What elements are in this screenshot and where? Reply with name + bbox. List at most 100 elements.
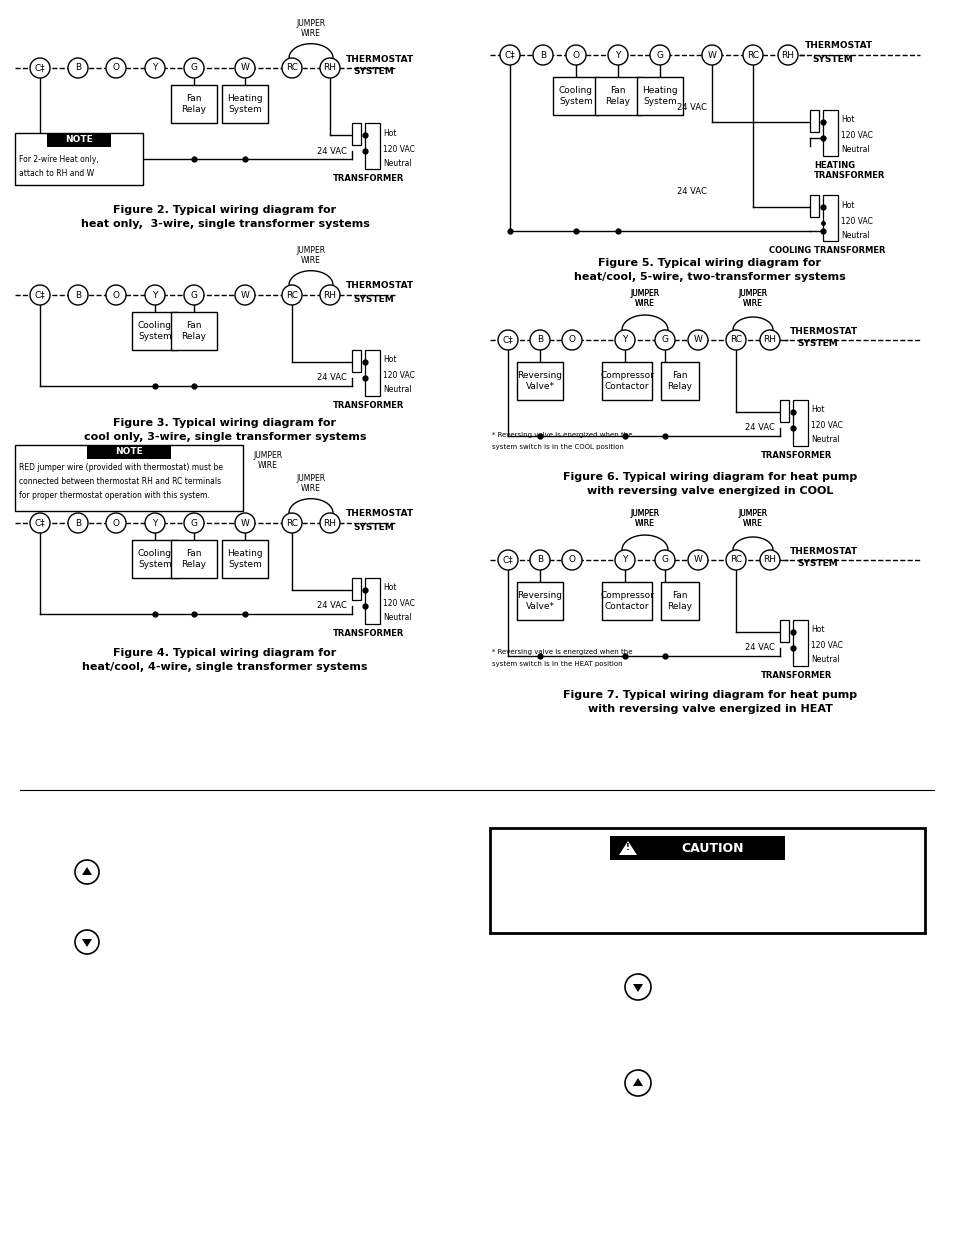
Text: Neutral: Neutral [810, 436, 839, 445]
Circle shape [68, 513, 88, 534]
Circle shape [725, 330, 745, 350]
Text: B: B [75, 63, 81, 73]
Circle shape [615, 330, 635, 350]
Bar [365, 124, 379, 169]
Text: RH: RH [323, 290, 336, 300]
Text: Cooling
System: Cooling System [138, 321, 172, 341]
Bar [352, 350, 360, 372]
Text: system switch is in the HEAT position: system switch is in the HEAT position [492, 661, 622, 667]
Text: THERMOSTAT: THERMOSTAT [804, 42, 872, 51]
Bar [660, 362, 699, 400]
Text: Cooling
System: Cooling System [558, 86, 593, 106]
Text: Hot: Hot [841, 116, 854, 125]
Text: B: B [539, 51, 545, 59]
Text: Heating
System: Heating System [641, 86, 677, 106]
Circle shape [68, 285, 88, 305]
Circle shape [319, 58, 339, 78]
Circle shape [615, 550, 635, 571]
Text: W: W [707, 51, 716, 59]
Text: Fan
Relay: Fan Relay [181, 321, 206, 341]
Circle shape [234, 513, 254, 534]
Bar [553, 77, 598, 115]
Text: Hot: Hot [382, 128, 396, 137]
Text: 24 VAC: 24 VAC [316, 601, 347, 610]
Text: heat/cool, 5-wire, two-transformer systems: heat/cool, 5-wire, two-transformer syste… [574, 272, 845, 282]
Text: JUMPER
WIRE: JUMPER WIRE [253, 451, 282, 471]
Bar [517, 582, 562, 620]
Circle shape [282, 513, 302, 534]
Text: for proper thermostat operation with this system.: for proper thermostat operation with thi… [19, 490, 210, 499]
Circle shape [30, 513, 50, 534]
Bar [792, 620, 807, 666]
Text: Y: Y [152, 290, 157, 300]
Text: Compressor
Contactor: Compressor Contactor [599, 592, 653, 610]
Circle shape [145, 58, 165, 78]
Text: C‡: C‡ [34, 63, 46, 73]
Circle shape [533, 44, 553, 65]
Text: W: W [240, 519, 249, 527]
Text: Figure 4. Typical wiring diagram for: Figure 4. Typical wiring diagram for [113, 648, 336, 658]
Text: 24 VAC: 24 VAC [677, 188, 706, 196]
Circle shape [68, 58, 88, 78]
Text: Heating
System: Heating System [227, 94, 262, 114]
Text: THERMOSTAT: THERMOSTAT [789, 547, 858, 556]
Text: JUMPER
WIRE: JUMPER WIRE [738, 509, 767, 529]
Polygon shape [633, 984, 642, 992]
Circle shape [778, 44, 797, 65]
Text: C‡: C‡ [34, 519, 46, 527]
Circle shape [282, 58, 302, 78]
Text: TRANSFORMER: TRANSFORMER [760, 451, 832, 459]
Bar [171, 85, 216, 124]
Circle shape [184, 285, 204, 305]
Polygon shape [82, 939, 91, 947]
Text: SYSTEM: SYSTEM [353, 68, 394, 77]
Circle shape [319, 513, 339, 534]
Text: RED jumper wire (provided with thermostat) must be: RED jumper wire (provided with thermosta… [19, 462, 223, 472]
Text: Y: Y [152, 519, 157, 527]
Text: THERMOSTAT: THERMOSTAT [346, 282, 414, 290]
Text: THERMOSTAT: THERMOSTAT [789, 326, 858, 336]
Bar [352, 124, 360, 144]
Text: Y: Y [621, 336, 627, 345]
Circle shape [497, 330, 517, 350]
Text: connected between thermostat RH and RC terminals: connected between thermostat RH and RC t… [19, 477, 221, 485]
Text: Hot: Hot [382, 583, 396, 593]
Text: Heating
System: Heating System [227, 550, 262, 568]
Text: O: O [568, 556, 575, 564]
Text: RC: RC [286, 519, 297, 527]
Circle shape [106, 58, 126, 78]
Circle shape [282, 285, 302, 305]
Text: Fan
Relay: Fan Relay [181, 550, 206, 568]
Circle shape [145, 285, 165, 305]
Text: TRANSFORMER: TRANSFORMER [333, 401, 404, 410]
Text: Figure 2. Typical wiring diagram for: Figure 2. Typical wiring diagram for [113, 205, 336, 215]
Circle shape [701, 44, 721, 65]
Text: TRANSFORMER: TRANSFORMER [760, 671, 832, 680]
Text: O: O [112, 519, 119, 527]
Text: G: G [656, 51, 662, 59]
Circle shape [760, 550, 780, 571]
Text: B: B [75, 290, 81, 300]
Text: Reversing
Valve*: Reversing Valve* [517, 592, 562, 610]
Text: O: O [568, 336, 575, 345]
Text: G: G [191, 63, 197, 73]
Circle shape [649, 44, 669, 65]
Circle shape [106, 513, 126, 534]
Text: C‡: C‡ [502, 556, 513, 564]
Bar [15, 445, 243, 511]
Text: THERMOSTAT: THERMOSTAT [346, 510, 414, 519]
Text: C‡: C‡ [34, 290, 46, 300]
Text: NOTE: NOTE [115, 447, 143, 457]
Text: Figure 6. Typical wiring diagram for heat pump: Figure 6. Typical wiring diagram for hea… [562, 472, 856, 482]
Text: RC: RC [746, 51, 759, 59]
Bar [601, 582, 651, 620]
Text: Neutral: Neutral [382, 614, 411, 622]
Circle shape [607, 44, 627, 65]
Circle shape [742, 44, 762, 65]
Text: JUMPER
WIRE: JUMPER WIRE [738, 509, 767, 529]
Text: Reversing
Valve*: Reversing Valve* [517, 372, 562, 390]
Text: JUMPER
WIRE: JUMPER WIRE [630, 289, 659, 308]
Text: Compressor
Contactor: Compressor Contactor [599, 372, 653, 390]
Text: Fan
Relay: Fan Relay [667, 372, 692, 390]
Bar [365, 578, 379, 624]
